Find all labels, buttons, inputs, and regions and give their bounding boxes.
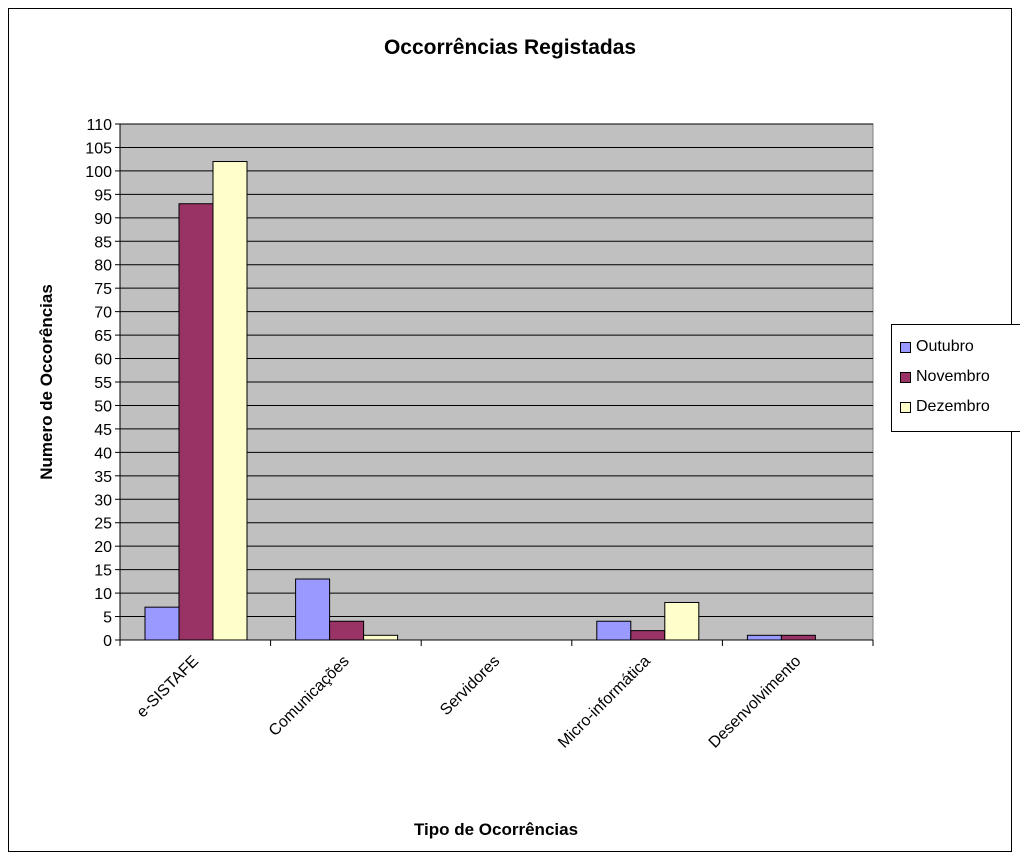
- y-tick-label: 95: [94, 187, 112, 204]
- bar-novembro-1: [329, 620, 365, 641]
- y-tick-label: 110: [86, 117, 112, 134]
- y-tick-label: 75: [94, 281, 112, 298]
- y-tick-label: 45: [94, 422, 112, 439]
- y-tick-label: 40: [94, 445, 112, 462]
- x-category-label: e-SISTAFE: [134, 653, 202, 721]
- y-tick-label: 85: [94, 234, 112, 251]
- bar-novembro-4: [780, 634, 816, 641]
- bar-outubro-4: [746, 634, 782, 641]
- legend-label: Dezembro: [916, 398, 990, 415]
- x-category-label: Desenvolvimento: [706, 653, 805, 752]
- bar-outubro-0: [144, 606, 180, 641]
- y-tick-label: 30: [94, 492, 112, 509]
- y-tick-label: 35: [94, 469, 112, 486]
- x-category-label: Comunicações: [266, 653, 353, 740]
- y-tick-label: 60: [94, 352, 112, 369]
- legend-label: Novembro: [916, 368, 990, 385]
- chart-title: Occorrências Registadas: [383, 36, 637, 59]
- legend-label: Outubro: [916, 338, 974, 355]
- y-tick-label: 20: [94, 539, 112, 556]
- y-tick-label: 25: [94, 516, 112, 533]
- y-tick-label: 80: [94, 258, 112, 275]
- y-tick-label: 10: [94, 586, 112, 603]
- bar-dezembro-0: [212, 161, 248, 641]
- legend-item-dezembro: Dezembro: [900, 397, 990, 417]
- bar-outubro-1: [295, 578, 331, 641]
- y-tick-label: 5: [103, 610, 112, 627]
- legend-item-novembro: Novembro: [900, 367, 990, 387]
- bar-outubro-3: [596, 620, 632, 641]
- y-tick-label: 55: [94, 375, 112, 392]
- legend-swatch: [900, 371, 911, 383]
- bar-dezembro-1: [363, 634, 399, 641]
- y-tick-label: 100: [85, 164, 112, 181]
- bar-novembro-3: [630, 630, 666, 641]
- y-tick-label: 90: [94, 211, 112, 228]
- x-axis-label: Tipo de Ocorrências: [414, 820, 578, 839]
- x-category-label: Servidores: [437, 653, 503, 719]
- legend-item-outubro: Outubro: [900, 337, 974, 357]
- y-tick-label: 105: [85, 140, 112, 157]
- y-tick-label: 50: [94, 398, 112, 415]
- bar-dezembro-3: [664, 601, 700, 641]
- legend-swatch: [900, 341, 911, 353]
- x-category-label: Micro-informática: [555, 653, 654, 752]
- y-tick-label: 0: [103, 633, 112, 650]
- y-tick-label: 65: [94, 328, 112, 345]
- y-tick-label: 15: [94, 563, 112, 580]
- legend-swatch: [900, 401, 911, 413]
- legend: Outubro Novembro Dezembro: [891, 324, 1020, 432]
- bar-novembro-0: [178, 203, 214, 641]
- y-axis-label: Numero de Occorências: [37, 284, 56, 480]
- y-tick-label: 70: [94, 305, 112, 322]
